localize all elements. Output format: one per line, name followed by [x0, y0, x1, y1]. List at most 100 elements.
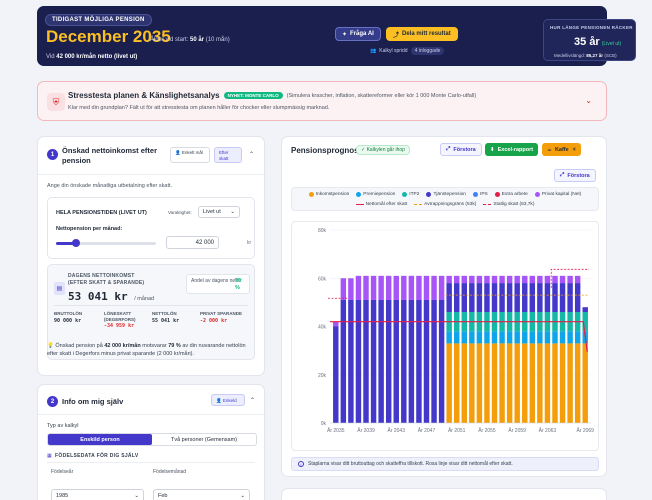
- legend-item[interactable]: Premiepension: [356, 192, 395, 197]
- chart-bar: [506, 331, 513, 344]
- chart-bar: [363, 299, 369, 423]
- step-badge: 2: [47, 396, 58, 407]
- chart-bar: [476, 283, 483, 313]
- chart-bar: [438, 299, 445, 423]
- excel-report-button[interactable]: ⬇ Excel-rapport: [485, 143, 539, 156]
- slider-handle[interactable]: [72, 239, 80, 247]
- legend-item[interactable]: Extra arbete: [494, 192, 528, 197]
- expand-button[interactable]: ⤢ Förstora: [440, 143, 482, 156]
- birth-year-label: Födelseår: [51, 469, 74, 475]
- state-tax-line: [550, 268, 589, 288]
- legend-swatch: [534, 192, 540, 197]
- chart-bar: [491, 283, 498, 313]
- calc-type-toggle[interactable]: Enskild person Två personer (Gemensam): [47, 433, 257, 446]
- ask-ai-button[interactable]: ✦ Fråga AI: [335, 27, 381, 41]
- chart-bar: [499, 343, 505, 423]
- share-result-button[interactable]: ⤴ Dela mitt resultat: [386, 27, 458, 41]
- coffee-button[interactable]: ☕ Kaffe ✳: [542, 143, 582, 156]
- expand-button-2[interactable]: ⤢ Förstora: [554, 169, 596, 182]
- legend-item[interactable]: ITP2: [402, 192, 419, 197]
- hint-text: Ange din önskade månatliga utbetalning e…: [47, 183, 173, 189]
- bulb-icon: 💡: [47, 343, 54, 349]
- share-icon: ⤴: [393, 32, 400, 39]
- single-chip[interactable]: 👤 Enkeld: [211, 394, 245, 406]
- legend-line: [483, 204, 492, 205]
- chart-bar: [355, 275, 362, 300]
- legend-item[interactable]: Statlig skatt (63,7k): [483, 202, 534, 207]
- net-target-line: [330, 321, 588, 352]
- legend-item[interactable]: Tjänstepension: [426, 192, 466, 197]
- chart-bar: [574, 283, 581, 313]
- chart-bar: [582, 343, 588, 423]
- star-icon: ✳: [571, 146, 577, 153]
- card-title: Info om mig själv: [62, 397, 124, 406]
- life-expectancy: Medellivslängd: 85,27 år (SCB): [554, 53, 617, 58]
- legend-item[interactable]: Inkomstpension: [308, 192, 349, 197]
- summary-text: 💡 Önskad pension på 42 000 kr/mån motsva…: [47, 343, 246, 357]
- x-tick-label: År 2043: [387, 427, 405, 434]
- legend-swatch: [308, 192, 314, 197]
- y-tick-label: 60k: [318, 276, 327, 282]
- stat-tax: LÖNESKATT (DEGERFORS) -34 959 kr: [104, 311, 136, 329]
- birth-month-select[interactable]: Feb ⌄: [153, 489, 250, 500]
- x-tick-label: År 2055: [478, 427, 496, 434]
- chevron-up-icon[interactable]: ⌃: [250, 398, 256, 404]
- chart-bar: [469, 283, 475, 313]
- chart-bar: [552, 275, 558, 284]
- chart-bar: [484, 283, 490, 313]
- birth-year-select[interactable]: 1985 ⌄: [51, 489, 144, 500]
- chart-bar: [461, 283, 468, 313]
- chart-bar: [552, 331, 558, 344]
- x-tick-label: År 2059: [508, 427, 526, 434]
- pension-forecast-card: Pensionsprognos ✓ Kalkylen går ihop ⤢ För…: [281, 136, 607, 477]
- chart-bar: [416, 299, 422, 423]
- legend-swatch: [472, 192, 478, 197]
- legend-swatch: [356, 192, 362, 197]
- legend-item[interactable]: IPS: [472, 192, 488, 197]
- legend-item[interactable]: Avtrappningsgräns (53k): [414, 202, 476, 207]
- x-tick-label: År 2039: [357, 427, 375, 434]
- currency-unit: kr: [247, 240, 252, 246]
- net-pension-slider[interactable]: [56, 239, 156, 247]
- chevron-down-icon[interactable]: ⌄: [585, 96, 592, 105]
- chart-bar: [559, 331, 566, 344]
- chart-bar: [544, 275, 551, 284]
- chart-bar: [363, 275, 369, 300]
- chart-bar: [469, 275, 475, 284]
- chart-bar: [453, 283, 460, 313]
- chart-bar: [446, 283, 452, 313]
- chart-bar: [537, 343, 543, 423]
- after-tax-chip[interactable]: Efter skatt: [214, 147, 242, 163]
- chart-bar: [567, 283, 573, 313]
- chart-bar: [529, 275, 536, 284]
- slider-fill: [56, 242, 76, 245]
- chart-bar: [567, 343, 573, 423]
- chart-bar: [559, 283, 566, 313]
- pension-date: December 2035: [46, 27, 171, 46]
- single-person-option[interactable]: Enskild person: [48, 434, 152, 445]
- share-of-net: Andel av dagens netto: 79 %: [186, 274, 250, 294]
- two-persons-option[interactable]: Två personer (Gemensam): [170, 436, 238, 443]
- stress-test-banner[interactable]: ⛨ Stresstesta planen & Känslighetsanalys…: [37, 81, 607, 121]
- chart-bar: [484, 343, 490, 423]
- calendar-icon: ▦: [47, 453, 53, 459]
- legend-item[interactable]: Nettomål efter skatt: [355, 202, 407, 207]
- calc-shared: 👥 Kalkyl spridd 4 inloggade: [370, 47, 445, 55]
- chart-bar: [385, 299, 392, 423]
- chart-bar: [446, 331, 452, 344]
- net-pension-input[interactable]: 42 000: [166, 236, 219, 249]
- chart-bar: [484, 275, 490, 284]
- chart-bar: [453, 331, 460, 344]
- chevron-up-icon[interactable]: ⌃: [249, 152, 255, 158]
- duration-select[interactable]: Livet ut ⌄: [198, 206, 240, 218]
- net-income-card: 1 Önskad nettoinkomst efter pension 👤 En…: [37, 136, 265, 376]
- chart-bar: [537, 283, 543, 313]
- simple-goal-chip[interactable]: 👤 Enkelt mål: [170, 147, 210, 163]
- chart-bar: [499, 331, 505, 344]
- lifetime-title: HELA PENSIONSTIDEN (LIVET UT): [56, 210, 147, 216]
- user-icon: 👤: [216, 398, 222, 403]
- step-badge: 1: [47, 149, 58, 160]
- legend-item[interactable]: Privat kapital (Net): [534, 192, 581, 197]
- legend-swatch: [402, 192, 408, 197]
- chart-bar: [469, 343, 475, 423]
